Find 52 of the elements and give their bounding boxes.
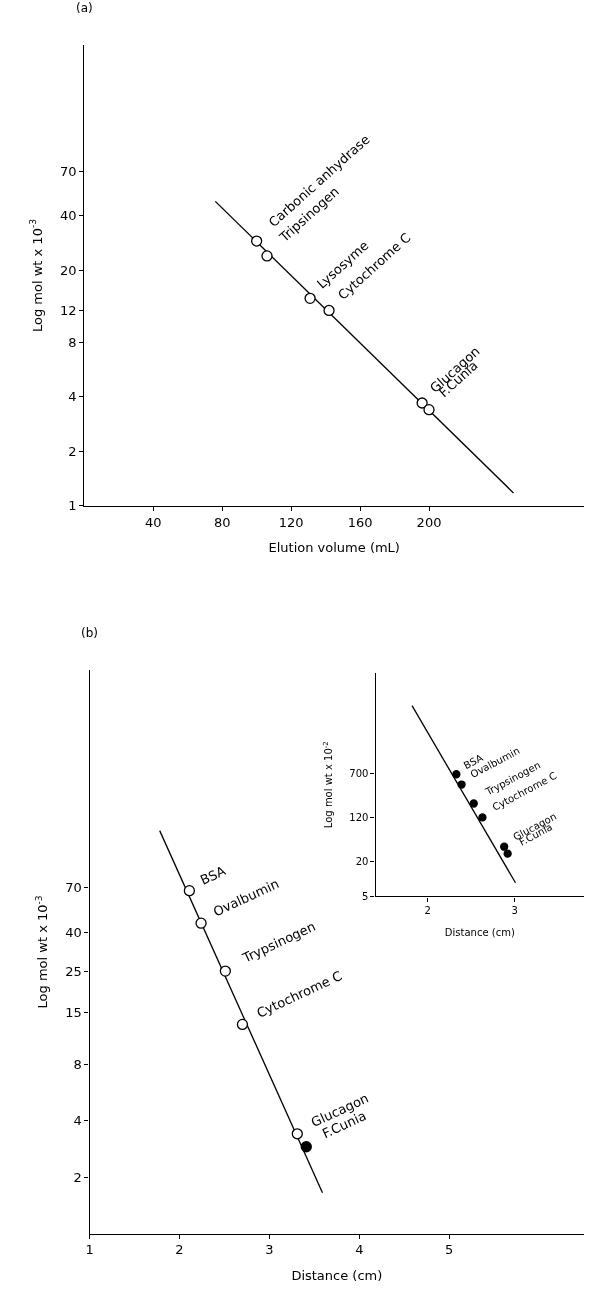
point [251, 235, 263, 247]
y-tick-label: 1 [68, 498, 77, 514]
x-tick-label: 80 [213, 514, 231, 530]
point [236, 1018, 249, 1031]
x-axis-title: Elution volume (mL) [268, 540, 400, 556]
y-tick-label: 700 [349, 768, 369, 780]
chart-title: (b) [81, 626, 98, 640]
x-tick-label: 2 [175, 1242, 184, 1258]
x-tick-label: 3 [511, 904, 518, 916]
x-tick-label: 160 [347, 514, 373, 530]
point [323, 304, 335, 317]
y-tick-label: 40 [65, 925, 82, 941]
y-tick-label: 5 [362, 891, 369, 902]
point [300, 1141, 312, 1153]
point [183, 885, 196, 897]
chart-title: (a) [76, 1, 93, 15]
point [500, 842, 509, 851]
y-tick-label: 70 [65, 879, 82, 895]
x-tick-label: 1 [85, 1242, 94, 1258]
x-tick-label: 120 [278, 514, 304, 530]
x-tick-label: 3 [265, 1242, 274, 1258]
x-axis-title: Distance (cm) [291, 1267, 383, 1283]
x-tick-label: 40 [144, 514, 162, 530]
point [195, 917, 207, 929]
y-tick-label: 20 [59, 262, 77, 278]
x-axis-title: Distance (cm) [444, 927, 515, 939]
point [423, 404, 435, 416]
y-tick-label: 8 [68, 334, 77, 350]
point [457, 780, 466, 789]
y-tick-label: 25 [65, 963, 82, 979]
y-tick-label: 15 [65, 1005, 82, 1021]
y-tick-label: 20 [355, 856, 369, 868]
x-tick-label: 5 [445, 1242, 454, 1258]
y-tick-label: 2 [73, 1169, 82, 1185]
y-tick-label: 4 [73, 1113, 82, 1129]
x-tick-label: 200 [416, 514, 442, 530]
point [503, 849, 512, 858]
y-tick-label: 40 [59, 208, 77, 224]
point [291, 1128, 303, 1140]
point [416, 397, 428, 409]
y-tick-label: 8 [73, 1056, 82, 1072]
point [478, 813, 487, 822]
point [261, 250, 273, 262]
y-tick-label: 4 [68, 389, 77, 405]
point [219, 965, 231, 977]
point [304, 292, 316, 304]
y-tick-label: 2 [68, 443, 77, 459]
y-tick-label: 120 [349, 811, 369, 823]
point [452, 770, 461, 779]
y-tick-label: 70 [59, 164, 77, 180]
y-tick-label: 12 [59, 303, 77, 318]
point [469, 799, 478, 808]
